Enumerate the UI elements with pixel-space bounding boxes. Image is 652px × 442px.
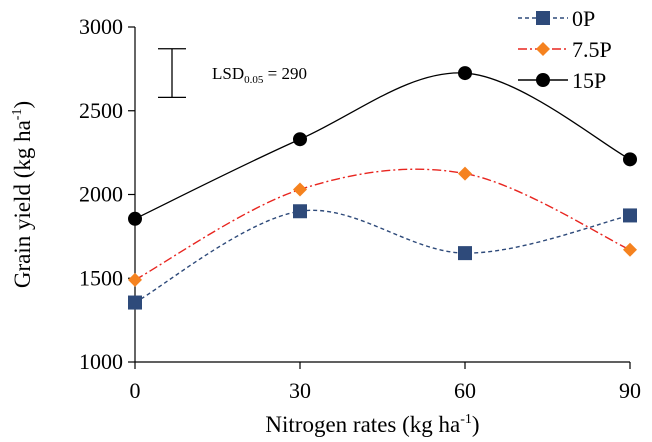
series-layer <box>128 66 637 310</box>
y-tick-label: 2500 <box>79 98 123 123</box>
data-point-0p <box>623 208 637 223</box>
data-point-15p <box>293 132 307 147</box>
series-15p <box>128 66 637 226</box>
x-tick-label: 0 <box>130 378 141 403</box>
legend-item-0p: 0P <box>518 6 595 31</box>
series-0p <box>128 204 637 310</box>
data-point-0p <box>128 295 142 310</box>
data-point-7-5p <box>458 166 472 181</box>
y-tick-label: 1500 <box>79 265 123 290</box>
legend-label: 0P <box>572 6 595 31</box>
data-point-15p <box>128 211 142 226</box>
data-point-7-5p <box>623 242 637 257</box>
x-ticks: 0 30 60 90 <box>130 362 641 403</box>
series-line-7-5p <box>134 168 631 281</box>
legend-swatch-marker <box>536 11 550 25</box>
x-tick-label: 90 <box>619 378 641 403</box>
x-axis-title: Nitrogen rates (kg ha-1) <box>265 412 479 437</box>
y-tick-label: 1000 <box>79 349 123 374</box>
x-tick-label: 30 <box>289 378 311 403</box>
y-tick-label: 2000 <box>79 182 123 207</box>
data-point-0p <box>293 204 307 219</box>
data-point-7-5p <box>293 182 307 197</box>
legend-swatch-marker <box>536 73 550 87</box>
lsd-label: LSD0.05 = 290 <box>212 64 307 86</box>
series-line-0p <box>134 209 631 304</box>
legend-item-15p: 15P <box>518 68 606 93</box>
x-tick-label: 60 <box>454 378 476 403</box>
data-point-15p <box>458 66 472 81</box>
axes <box>134 27 630 363</box>
y-tick-label: 3000 <box>79 14 123 39</box>
y-axis-title: Grain yield (kg ha-1) <box>10 101 35 288</box>
legend-swatch-marker <box>536 42 550 56</box>
data-point-15p <box>623 152 637 167</box>
series-7-5p <box>128 166 637 287</box>
legend-label: 7.5P <box>572 37 612 62</box>
data-point-0p <box>458 246 472 261</box>
y-ticks: 1000 1500 2000 2500 3000 <box>79 14 135 374</box>
series-line-15p <box>134 72 631 220</box>
data-point-7-5p <box>128 272 142 287</box>
lsd-annotation: LSD0.05 = 290 <box>158 48 307 98</box>
legend-item-7-5p: 7.5P <box>518 37 612 62</box>
legend: 0P 7.5P 15P <box>518 6 612 93</box>
legend-label: 15P <box>572 68 606 93</box>
